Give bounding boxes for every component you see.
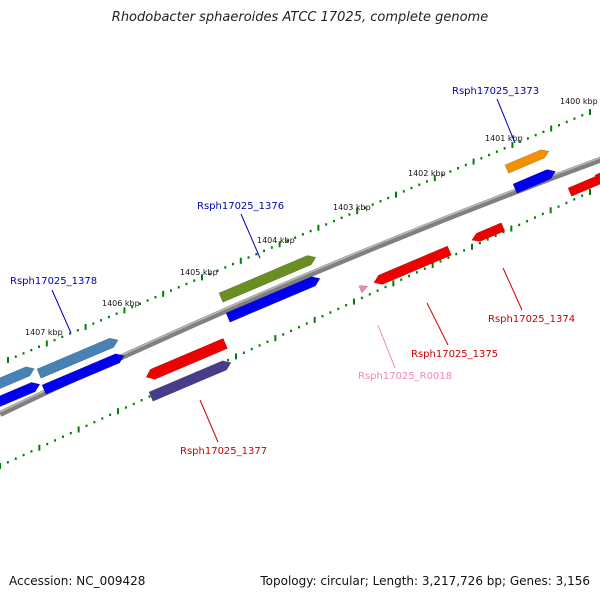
gene-label-1375[interactable]: Rsph17025_1375 (411, 349, 498, 360)
gene-arrow-upper-right-1[interactable] (567, 175, 600, 197)
gene-features[interactable] (0, 149, 600, 409)
gene-arrow-upper-right-2[interactable] (594, 172, 600, 184)
leader-R0018 (377, 324, 396, 369)
gene-arrow-1375[interactable] (373, 245, 452, 285)
tick-label-1401: 1401 kbp (485, 134, 523, 143)
genome-summary-text: Topology: circular; Length: 3,217,726 bp… (260, 574, 590, 588)
gene-arrow-1374[interactable] (471, 222, 506, 242)
gene-label-1376[interactable]: Rsph17025_1376 (197, 201, 284, 212)
gene-arrow-1373[interactable] (504, 149, 550, 174)
tick-label-1407: 1407 kbp (25, 328, 63, 337)
tick-label-1400: 1400 kbp (560, 97, 598, 106)
gene-arrow-1378-cds[interactable] (41, 353, 125, 395)
gene-label-1373[interactable]: Rsph17025_1373 (452, 86, 539, 97)
gene-label-1377[interactable]: Rsph17025_1377 (180, 446, 267, 457)
gene-arrow-left-1[interactable] (0, 366, 35, 391)
upper-tick-track (7, 109, 591, 363)
tick-label-1404: 1404 kbp (257, 236, 295, 245)
accession-text: Accession: NC_009428 (9, 574, 146, 588)
leader-1375 (426, 302, 449, 346)
gene-label-1374[interactable]: Rsph17025_1374 (488, 314, 575, 325)
gene-arrow-left-2[interactable] (0, 382, 41, 409)
gene-arrow-1376-cds[interactable] (225, 276, 321, 323)
gene-arrow-1378[interactable] (36, 337, 119, 379)
gene-arrow-1376[interactable] (218, 255, 317, 303)
leader-1377 (199, 399, 219, 443)
gene-arrow-1377[interactable] (145, 338, 228, 380)
tick-label-1405: 1405 kbp (180, 268, 218, 277)
gene-arrow-1377-alt[interactable] (148, 360, 232, 402)
map-title: Rhodobacter sphaeroides ATCC 17025, comp… (111, 10, 489, 25)
gene-arrow-1373-cds[interactable] (512, 169, 556, 194)
leader-1373 (496, 98, 516, 144)
leader-1378 (51, 289, 72, 334)
tick-label-1403: 1403 kbp (333, 203, 371, 212)
leader-1374 (502, 267, 523, 311)
tick-label-1402: 1402 kbp (408, 169, 446, 178)
leader-1376 (240, 213, 261, 259)
gene-arrow-R0018[interactable] (358, 285, 369, 293)
gene-label-R0018[interactable]: Rsph17025_R0018 (358, 371, 452, 382)
tick-label-1406: 1406 kbp (102, 299, 140, 308)
gene-label-1378[interactable]: Rsph17025_1378 (10, 276, 97, 287)
